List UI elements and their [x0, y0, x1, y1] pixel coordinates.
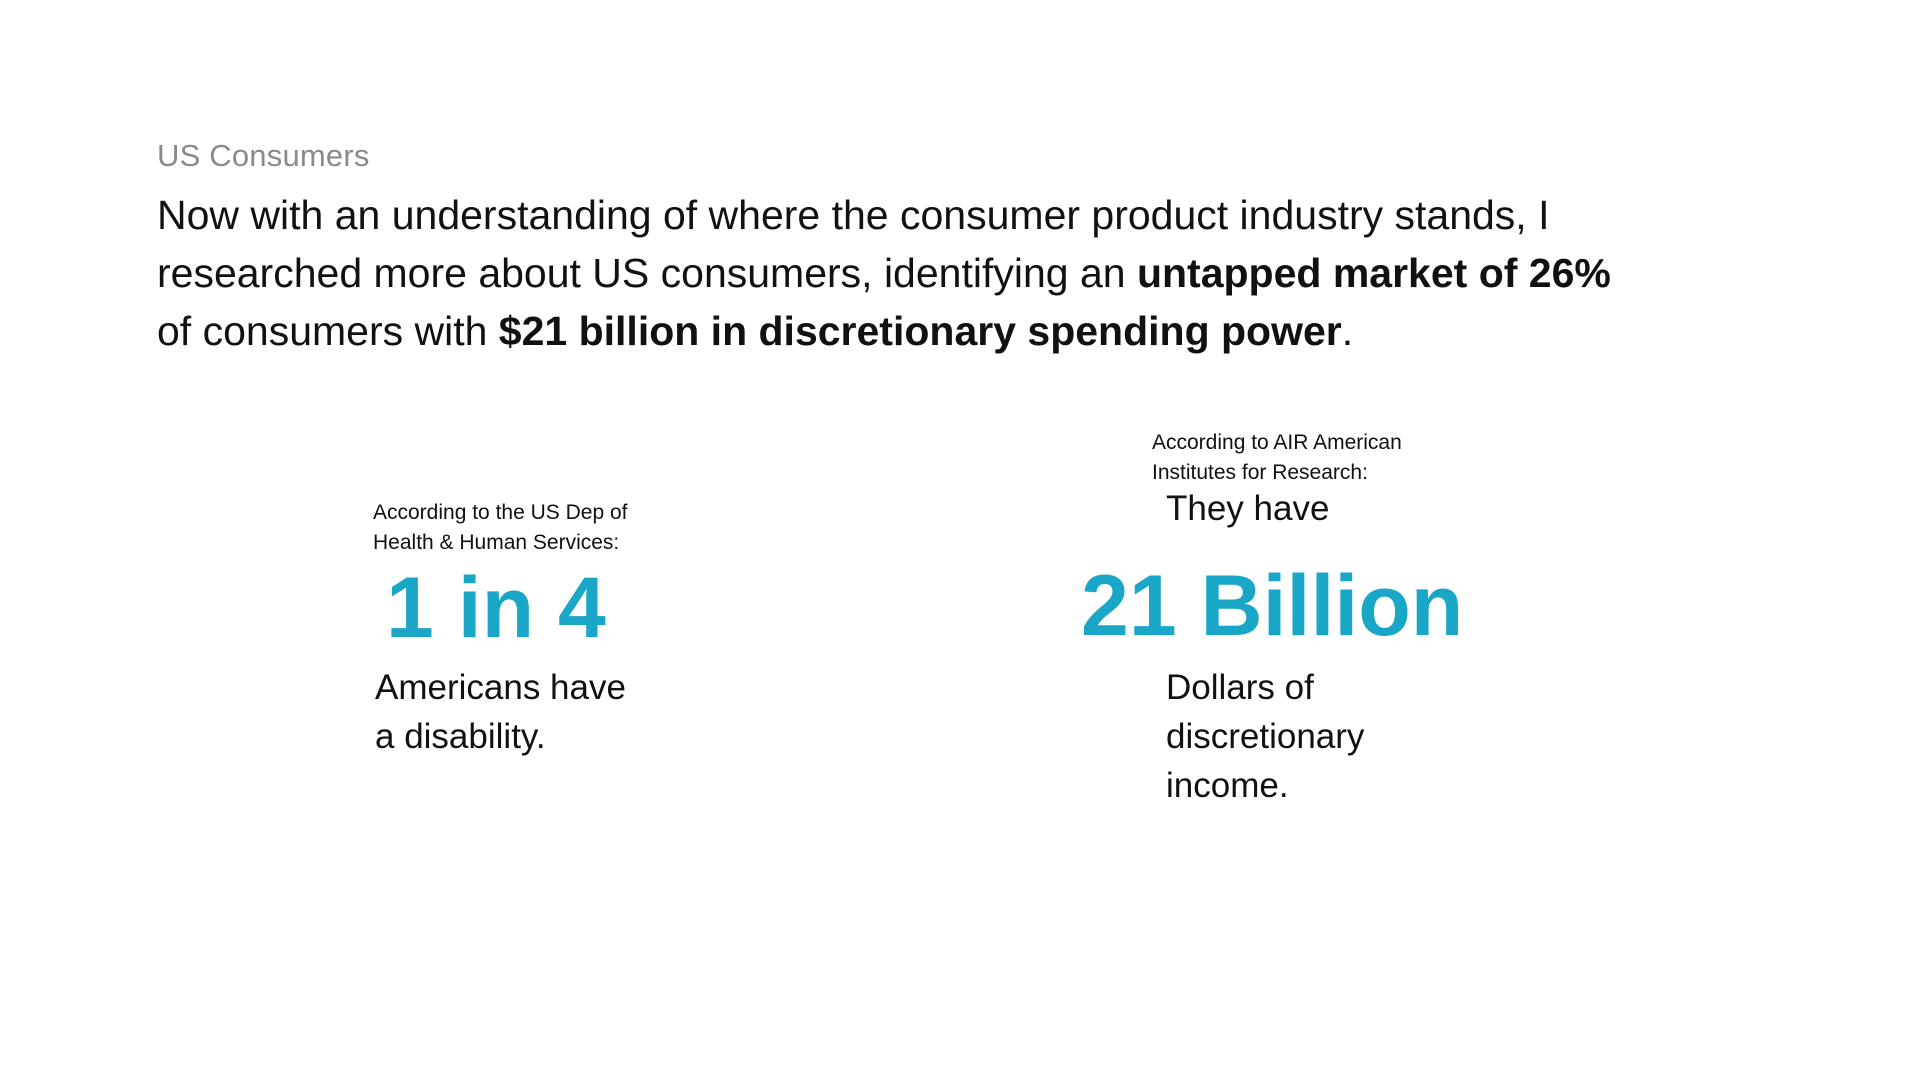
- stat-source-line: Health & Human Services:: [373, 531, 620, 554]
- stat-source-line: According to AIR American: [1152, 431, 1402, 454]
- stat-description-line: discretionary: [1166, 717, 1365, 756]
- stat-description-line: Dollars of: [1166, 668, 1314, 707]
- stat-source: According to AIR American Institutes for…: [1152, 428, 1472, 488]
- stat-lead: They have: [1166, 489, 1330, 528]
- stat-description: Americans have a disability.: [375, 663, 695, 761]
- stat-description-line: income.: [1166, 766, 1289, 805]
- headline: Now with an understanding of where the c…: [157, 186, 1717, 360]
- stat-source-line: Institutes for Research:: [1152, 461, 1368, 484]
- stat-figure: 21 Billion: [1081, 558, 1464, 654]
- stat-source-line: According to the US Dep of: [373, 501, 628, 524]
- headline-emphasis-spending: $21 billion in discretionary spending po…: [498, 308, 1342, 354]
- headline-line-2-text: researched more about US consumers, iden…: [157, 250, 1137, 296]
- stat-description-line: Americans have: [375, 668, 626, 707]
- stat-description-line: a disability.: [375, 717, 546, 756]
- headline-line-2: researched more about US consumers, iden…: [157, 244, 1717, 302]
- headline-emphasis-market: untapped market of 26%: [1136, 250, 1611, 296]
- stat-source: According to the US Dep of Health & Huma…: [373, 498, 693, 558]
- stat-figure: 1 in 4: [386, 560, 606, 656]
- headline-line-3: of consumers with $21 billion in discret…: [157, 302, 1717, 360]
- stat-description: Dollars of discretionary income.: [1166, 663, 1486, 810]
- headline-line-1: Now with an understanding of where the c…: [157, 192, 1550, 238]
- section-label: US Consumers: [157, 138, 370, 173]
- headline-line-3-end: .: [1341, 308, 1354, 354]
- headline-line-3-text: of consumers with: [157, 308, 499, 354]
